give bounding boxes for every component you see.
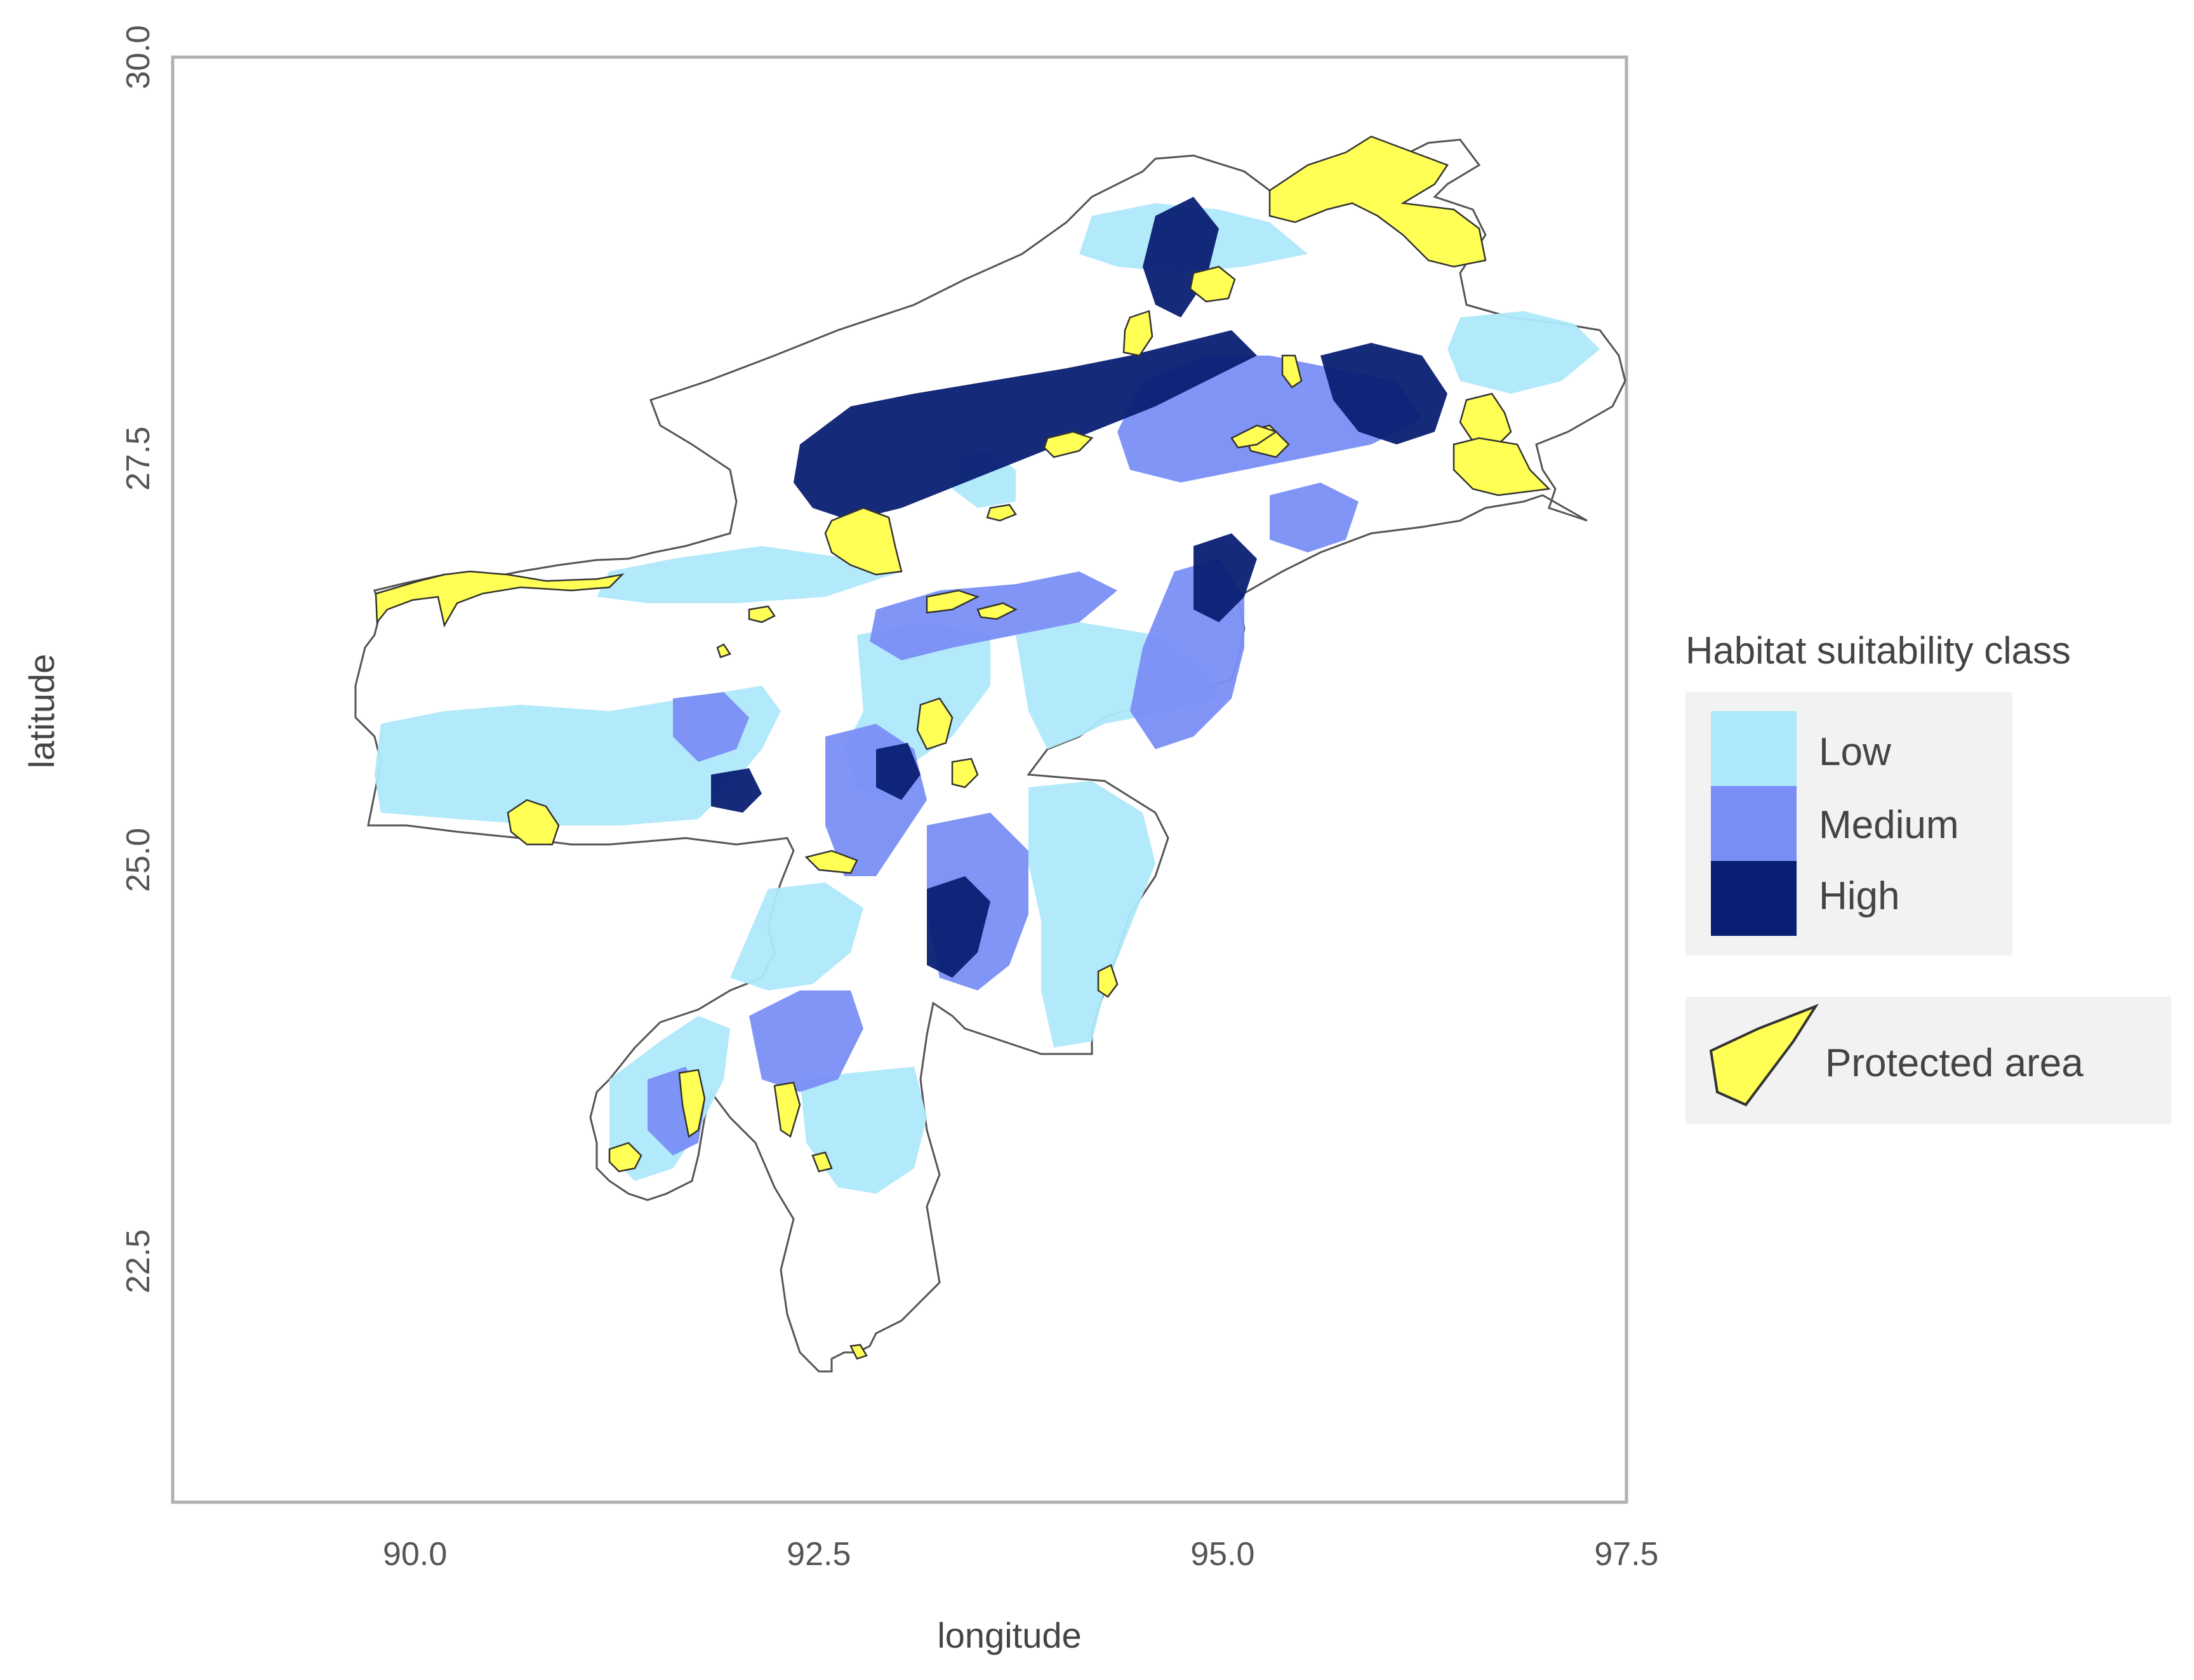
protected-area	[916, 697, 954, 750]
legend-label-medium: Medium	[1819, 803, 1959, 847]
protected-area	[1043, 430, 1094, 458]
protected-area	[1453, 437, 1551, 497]
x-tick-label: 95.0	[1190, 1536, 1254, 1573]
protected-area	[811, 1151, 833, 1173]
protected-areas	[375, 135, 1551, 1360]
protected-area	[1281, 354, 1303, 389]
y-tick-label: 25.0	[120, 828, 157, 892]
x-axis-ticks: 90.0 92.5 95.0 97.5	[383, 1536, 1659, 1573]
protected-area	[849, 1343, 868, 1360]
legend-swatch-medium	[1711, 786, 1797, 861]
protected-area	[716, 643, 731, 658]
y-axis-ticks: 22.5 25.0 27.5 30.0	[120, 25, 157, 1293]
protected-area	[748, 605, 776, 623]
protected-area	[926, 589, 980, 614]
protected-area	[1268, 135, 1487, 268]
x-axis-title: longitude	[937, 1615, 1081, 1655]
legend-title: Habitat suitability class	[1685, 629, 2071, 672]
protected-area	[773, 1081, 801, 1138]
legend-swatch-high	[1711, 861, 1797, 936]
y-tick-label: 22.5	[120, 1229, 157, 1293]
legend-protected-swatch	[1709, 1003, 1819, 1107]
y-tick-label: 27.5	[120, 427, 157, 491]
legend-protected-label: Protected area	[1825, 1041, 2084, 1085]
legend-swatch-low	[1711, 711, 1797, 786]
protected-area	[986, 503, 1017, 522]
protected-area	[804, 850, 858, 874]
protected-area	[1230, 424, 1278, 449]
protected-area	[824, 507, 903, 576]
x-tick-label: 90.0	[383, 1536, 447, 1573]
suitability-high-zones	[711, 197, 1447, 978]
protected-area	[951, 757, 979, 789]
protected-area	[976, 602, 1018, 620]
map-area	[354, 135, 1626, 1373]
y-axis-title: latitude	[22, 654, 62, 769]
protected-area	[1122, 310, 1154, 357]
protected-area	[1459, 392, 1512, 446]
protected-area	[1097, 964, 1119, 998]
legend-label-low: Low	[1819, 730, 1891, 774]
protected-area	[678, 1069, 706, 1138]
protected-area	[608, 1142, 642, 1173]
y-tick-label: 30.0	[120, 25, 157, 89]
protected-area	[375, 570, 625, 628]
x-tick-label: 97.5	[1594, 1536, 1658, 1573]
legend-suitability: Habitat suitability class Low Medium Hig…	[1685, 629, 2071, 956]
legend-protected: Protected area	[1685, 997, 2171, 1124]
legend-label-high: High	[1819, 874, 1900, 918]
x-tick-label: 92.5	[787, 1536, 851, 1573]
protected-area	[507, 799, 560, 846]
protected-area	[1189, 265, 1236, 303]
